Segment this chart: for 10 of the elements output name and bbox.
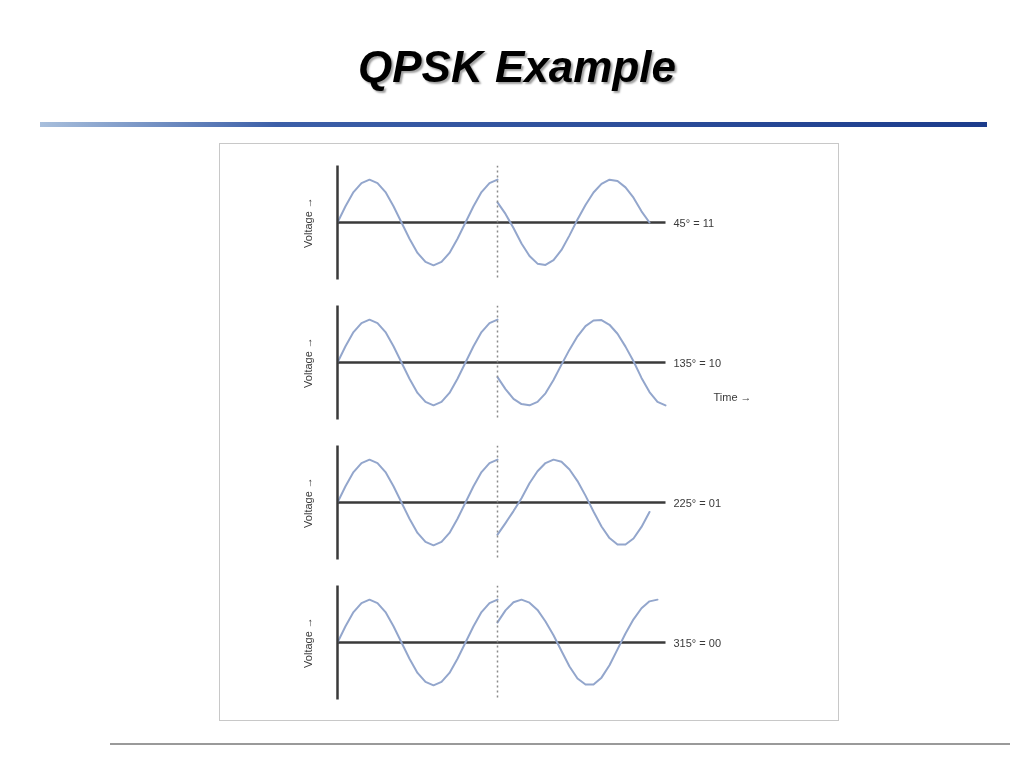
y-axis-title: Voltage → (301, 337, 314, 388)
chart-title: QPSK Example (357, 42, 677, 91)
text: 315° = 00 (673, 636, 722, 649)
y-axis-title: Voltage → (301, 617, 314, 668)
text: 225° = 01 (673, 496, 722, 509)
y-axis-title: Voltage → (301, 477, 314, 528)
text: 135° = 10 (673, 356, 722, 369)
y-axis-title: Voltage → (301, 197, 314, 248)
x-axis-title: Time → (713, 390, 752, 403)
text: 45° = 11 (673, 216, 715, 229)
